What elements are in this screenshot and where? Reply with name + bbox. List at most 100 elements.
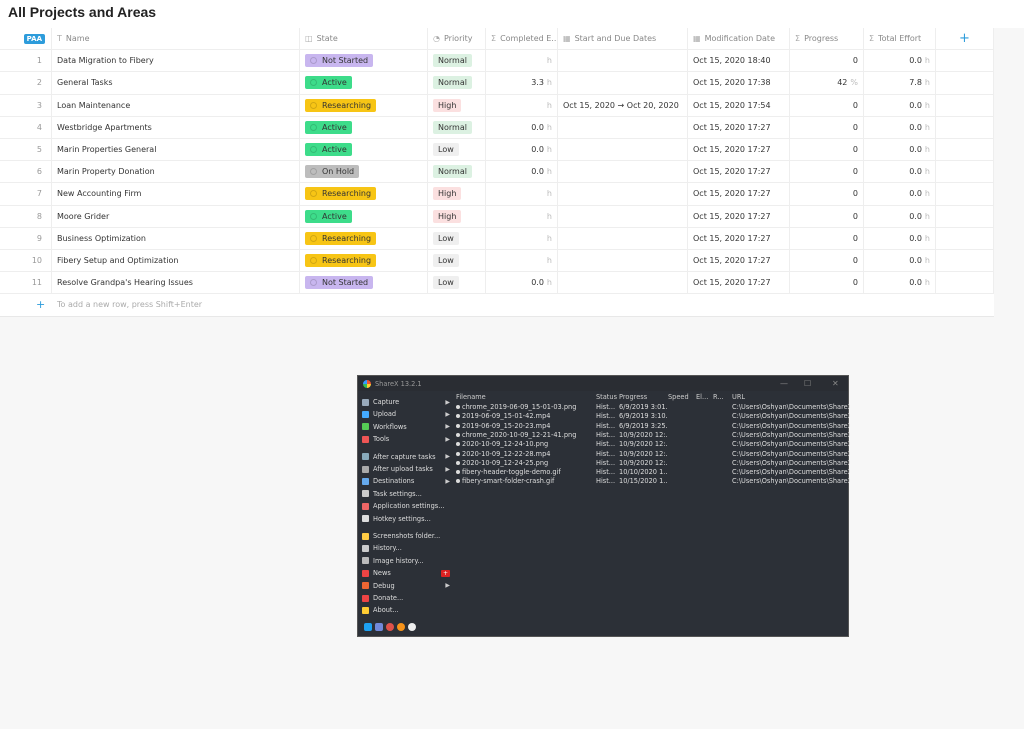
menu-item[interactable]: Tools ▶ [362, 433, 450, 445]
name[interactable]: Data Migration to Fibery [57, 56, 154, 66]
state-icon [310, 190, 317, 198]
menu-item[interactable]: History... [362, 542, 450, 554]
column-header[interactable]: Modification Date [704, 34, 775, 44]
file-row[interactable]: chrome_2020-10-09_12-21-41.png Hist... 10/… [456, 430, 850, 440]
file-row[interactable]: fibery-smart-folder-crash.gif Hist... 10/1… [456, 477, 850, 486]
state-pill[interactable]: Active [305, 143, 352, 157]
cell: Active [300, 138, 428, 161]
modified: Oct 15, 2020 17:38 [693, 78, 771, 88]
name[interactable]: General Tasks [57, 78, 113, 88]
menu-item[interactable]: Capture ▶ [362, 396, 450, 408]
unit: % [850, 78, 858, 88]
patreon-icon[interactable] [386, 623, 394, 631]
menu-item[interactable]: Debug ▶ [362, 580, 450, 592]
add-row-button[interactable]: + [36, 298, 46, 312]
file-row[interactable]: chrome_2019-06-09_15-01-03.png Hist... 6/9… [456, 403, 850, 412]
cell: Low [428, 227, 486, 249]
cell: T Name [52, 28, 300, 50]
unit: h [546, 167, 552, 177]
menu-item[interactable]: Screenshots folder... [362, 530, 450, 542]
cell: h [486, 205, 558, 227]
priority-pill[interactable]: High [433, 209, 462, 223]
menu-icon [362, 569, 369, 577]
name[interactable]: Loan Maintenance [57, 100, 131, 110]
unit: h [924, 100, 930, 110]
column-header[interactable]: Start and Due Dates [574, 34, 657, 44]
state-pill[interactable]: Active [305, 120, 352, 134]
priority-pill[interactable]: Normal [433, 54, 472, 68]
priority-pill[interactable]: Low [433, 231, 459, 245]
file-row[interactable]: 2019-06-09_15-20-23.mp4 Hist... 6/9/2019 3… [456, 422, 850, 431]
progress: 10/9/2020 12:... [619, 430, 667, 439]
discord-icon[interactable] [375, 623, 383, 631]
state-pill[interactable]: Active [305, 209, 352, 223]
table: PAA T Name ◫ State ◔ Priority Σ Completed E... ▦ S… [0, 28, 994, 318]
menu-item[interactable]: After upload tasks ▶ [362, 463, 450, 475]
priority-pill[interactable]: Low [433, 276, 459, 290]
menu-item[interactable]: News + [362, 567, 450, 579]
name[interactable]: Fibery Setup and Optimization [57, 255, 179, 265]
state-pill[interactable]: Researching [305, 231, 377, 245]
priority-pill[interactable]: High [433, 98, 462, 112]
column-header[interactable]: Completed E... [500, 34, 558, 44]
state-label: Researching [322, 100, 372, 110]
column-header[interactable]: Name [65, 34, 90, 44]
state-pill[interactable]: On Hold [305, 165, 360, 179]
priority-pill[interactable]: Normal [433, 120, 472, 134]
github-icon[interactable] [408, 623, 416, 631]
file-row[interactable]: 2020-10-09_12-22-28.mp4 Hist... 10/9/2020 … [456, 449, 850, 459]
state-pill[interactable]: Active [305, 76, 352, 90]
name[interactable]: Moore Grider [57, 211, 110, 221]
file-row[interactable]: fibery-header-toggle-demo.gif Hist... 10/1… [456, 468, 850, 477]
column-header[interactable]: Progress [804, 34, 839, 44]
menu-item[interactable]: Application settings... [362, 500, 450, 512]
url: C:\Users\Oshyan\Documents\ShareX\Sc... [732, 477, 850, 486]
state-pill[interactable]: Not Started [305, 276, 374, 290]
state-pill[interactable]: Researching [305, 187, 377, 201]
menu-item[interactable]: Donate... [362, 592, 450, 604]
state-pill[interactable]: Researching [305, 98, 377, 112]
cell: Oct 15, 2020 17:54 [688, 94, 790, 116]
menu-item[interactable]: About... [362, 604, 450, 616]
table-row: 7 New Accounting Firm Researching High h Oct … [0, 183, 994, 206]
column-header[interactable]: State [316, 34, 338, 44]
cell: Oct 15, 2020 17:27 [688, 227, 790, 249]
menu-label: Debug [373, 581, 395, 590]
close[interactable]: ✕ [832, 379, 839, 388]
state-pill[interactable]: Researching [305, 253, 377, 267]
maximize[interactable]: ☐ [804, 379, 812, 388]
name[interactable]: New Accounting Firm [57, 189, 142, 199]
menu-item[interactable]: Destinations ▶ [362, 475, 450, 487]
menu-item[interactable]: Task settings... [362, 488, 450, 500]
bitcoin-icon[interactable] [397, 623, 405, 631]
status: Hist... [596, 449, 616, 458]
name[interactable]: Westbridge Apartments [57, 122, 152, 132]
menu-item[interactable]: Hotkey settings... [362, 513, 450, 525]
menu-item[interactable]: After capture tasks ▶ [362, 451, 450, 463]
priority-pill[interactable]: Low [433, 143, 459, 157]
menu-icon [362, 410, 369, 418]
file-row[interactable]: 2020-10-09_12-24-10.png Hist... 10/9/2020 … [456, 440, 850, 449]
name[interactable]: Business Optimization [57, 233, 146, 243]
twitter-icon[interactable] [364, 623, 372, 631]
name[interactable]: Marin Property Donation [57, 167, 155, 177]
column-icon: ▦ [563, 34, 571, 44]
menu-item[interactable]: Image history... [362, 555, 450, 567]
news-badge: + [440, 569, 450, 577]
priority-pill[interactable]: Low [433, 253, 459, 267]
name[interactable]: Marin Properties General [57, 145, 157, 155]
menu-item[interactable]: Workflows ▶ [362, 421, 450, 433]
column-header[interactable]: Total Effort [878, 34, 922, 44]
cell: Oct 15, 2020 17:27 [688, 183, 790, 205]
file-row[interactable]: 2019-06-09_15-01-42.mp4 Hist... 6/9/2019 3… [456, 412, 850, 421]
menu-item[interactable]: Upload ▶ [362, 408, 450, 420]
file-row[interactable]: 2020-10-09_12-24-25.png Hist... 10/9/2020 … [456, 459, 850, 468]
state-pill[interactable]: Not Started [305, 54, 374, 68]
name[interactable]: Resolve Grandpa's Hearing Issues [57, 278, 193, 288]
priority-pill[interactable]: Normal [433, 165, 472, 179]
minimize[interactable]: — [780, 379, 788, 388]
column-header[interactable]: Priority [443, 34, 473, 44]
priority-pill[interactable]: Normal [433, 76, 472, 90]
priority-pill[interactable]: High [433, 187, 462, 201]
add-column[interactable]: + [959, 31, 970, 47]
